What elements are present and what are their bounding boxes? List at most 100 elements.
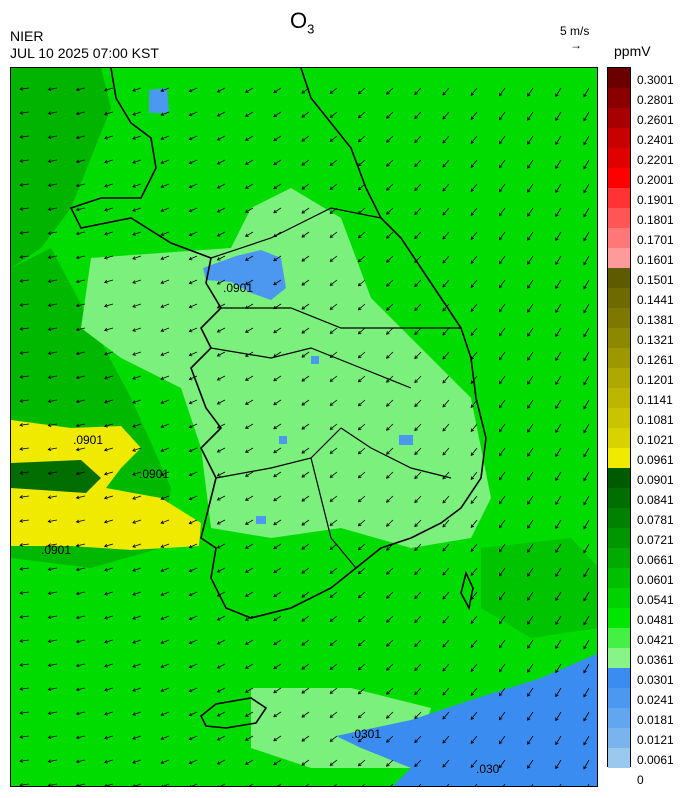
wind-vector-head: [527, 453, 531, 457]
wind-vector: [301, 543, 310, 550]
wind-vector: [160, 711, 170, 716]
wind-vector-head: [160, 568, 165, 573]
colorbar-segment: [608, 88, 630, 108]
wind-vector: [245, 591, 254, 597]
wind-vector-head: [583, 117, 587, 122]
wind-vector-head: [103, 111, 108, 116]
wind-vector-head: [442, 259, 446, 264]
wind-vector-head: [414, 211, 418, 216]
colorbar-segment: [608, 208, 630, 228]
wind-vector-head: [555, 381, 559, 386]
wind-vector: [20, 471, 30, 474]
wind-vector-head: [19, 471, 24, 475]
wind-vector-head: [19, 207, 24, 211]
wind-vector: [160, 135, 170, 140]
wind-vector-head: [103, 615, 108, 620]
wind-vector: [555, 231, 562, 241]
wind-vector-head: [357, 186, 362, 191]
wind-vector: [499, 183, 506, 192]
wind-vector: [470, 663, 478, 672]
wind-vector: [20, 159, 30, 162]
wind-vector: [160, 375, 170, 380]
wind-vector: [48, 663, 58, 667]
wind-vector: [48, 135, 58, 139]
wind-vector-head: [555, 237, 559, 242]
wind-vector-head: [555, 189, 559, 194]
wind-vector-head: [244, 329, 249, 333]
wind-vector: [470, 471, 478, 480]
wind-vector-head: [19, 231, 24, 235]
wind-vector: [217, 519, 226, 525]
colorbar-segment: [608, 108, 630, 128]
wind-vector: [189, 111, 198, 116]
wind-vector: [48, 495, 58, 499]
wind-vector-head: [302, 786, 305, 787]
wind-vector: [358, 519, 366, 527]
wind-vector: [470, 519, 478, 528]
wind-vector-head: [583, 237, 587, 242]
wind-vector: [442, 159, 450, 168]
wind-vector-head: [132, 352, 136, 356]
wind-vector-head: [216, 593, 221, 597]
wind-vector-head: [19, 783, 23, 786]
wind-vector-head: [527, 357, 531, 361]
wind-vector-head: [583, 213, 587, 218]
wind-vector: [358, 87, 366, 95]
wind-vector-head: [216, 497, 221, 501]
wind-vector: [132, 255, 142, 260]
wind-vector-head: [103, 303, 108, 308]
wind-vector-head: [273, 401, 277, 406]
wind-vector: [527, 471, 534, 481]
wind-vector-head: [132, 736, 136, 740]
wind-vector-head: [75, 735, 80, 740]
wind-vector: [527, 375, 534, 385]
wind-vector-head: [498, 548, 503, 553]
wind-vector: [358, 351, 366, 359]
wind-vector-head: [414, 331, 418, 336]
wind-vector-head: [329, 114, 334, 118]
low-ozone-spot-jeonju: [279, 436, 287, 444]
wind-vector-head: [386, 739, 390, 743]
wind-vector-head: [555, 573, 559, 578]
wind-vector: [470, 639, 478, 648]
wind-vector: [470, 495, 478, 504]
wind-vector: [132, 615, 142, 620]
colorbar-segment: [608, 688, 630, 708]
wind-vector: [527, 111, 534, 121]
wind-vector-head: [329, 354, 334, 358]
wind-vector-head: [160, 544, 165, 549]
wind-vector-head: [583, 333, 587, 338]
wind-vector: [499, 303, 506, 312]
colorbar-label: 0.0541: [637, 593, 674, 607]
wind-vector: [189, 591, 198, 596]
wind-vector: [329, 399, 338, 406]
wind-vector: [583, 207, 590, 218]
wind-vector: [301, 207, 310, 214]
wind-vector-head: [329, 306, 334, 310]
wind-vector: [189, 735, 198, 740]
unit-label: ppmV: [614, 43, 651, 59]
wind-vector-head: [216, 401, 221, 405]
wind-vector-head: [357, 738, 362, 743]
wind-vector: [76, 207, 86, 211]
wind-vector: [358, 471, 366, 479]
wind-vector-head: [160, 352, 165, 357]
wind-vector-head: [132, 400, 136, 404]
wind-vector: [583, 639, 590, 650]
wind-vector: [245, 471, 254, 477]
wind-vector-head: [357, 330, 362, 335]
wind-vector: [386, 231, 394, 239]
colorbar-segment: [608, 588, 630, 608]
wind-vector-head: [47, 471, 52, 476]
wind-vector: [358, 687, 366, 695]
wind-vector-head: [470, 716, 475, 720]
wind-vector-head: [47, 255, 52, 260]
wind-vector-head: [498, 764, 503, 769]
wind-vector-head: [498, 740, 503, 745]
wind-vector-head: [527, 645, 531, 649]
wind-vector-head: [583, 573, 587, 578]
wind-vector: [160, 591, 170, 596]
wind-vector: [470, 231, 478, 240]
wind-vector: [362, 783, 366, 786]
wind-vector: [583, 111, 590, 122]
